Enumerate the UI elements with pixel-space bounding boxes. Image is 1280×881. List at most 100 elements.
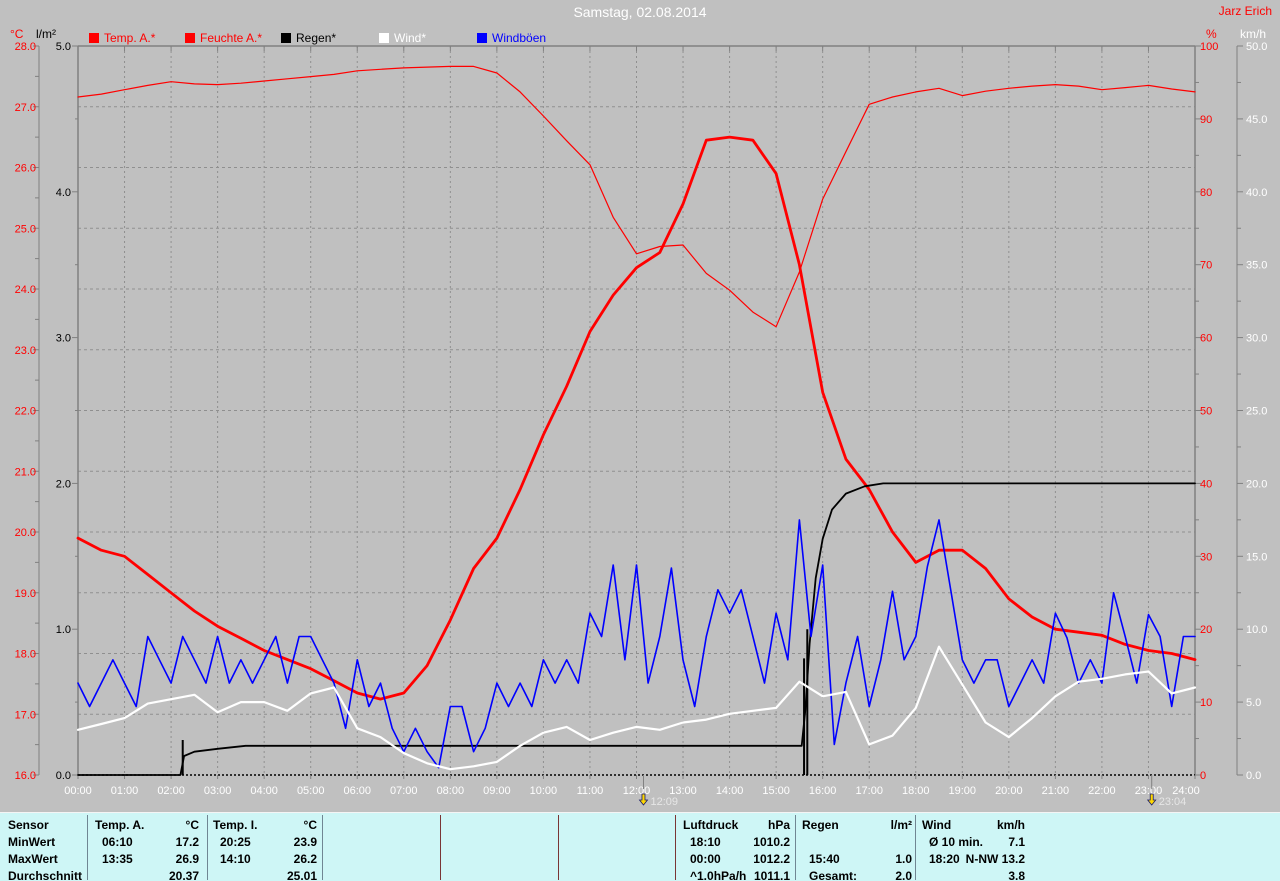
- legend-label: Wind*: [394, 31, 427, 45]
- stats-value-number: 1012.2: [753, 852, 790, 866]
- x-axis-label: 02:00: [157, 785, 185, 797]
- humidity-axis-label: 0: [1200, 770, 1206, 782]
- stats-row-label: Durchschnitt: [8, 869, 83, 881]
- humidity-axis-label: 80: [1200, 187, 1212, 199]
- wind-axis-unit: km/h: [1240, 27, 1267, 41]
- humidity-axis-label: 10: [1200, 697, 1212, 709]
- humidity-axis-label: 20: [1200, 624, 1212, 636]
- marker-time-label: 23:04: [1159, 796, 1187, 808]
- series-regen-kumuliert-: [77, 482, 1196, 776]
- stats-column-divider: [795, 815, 796, 880]
- x-axis-label: 19:00: [949, 785, 977, 797]
- temp-axis-label: 17.0: [15, 709, 36, 721]
- x-axis-label: 04:00: [250, 785, 278, 797]
- x-axis-label: 17:00: [855, 785, 883, 797]
- x-axis-label: 14:00: [716, 785, 744, 797]
- x-axis-label: 07:00: [390, 785, 418, 797]
- temp-axis-label: 22.0: [15, 406, 36, 418]
- legend-item-humidity: Feuchte A.*: [185, 31, 263, 45]
- stats-col-header: Luftdruck: [683, 818, 739, 832]
- series-feuchte-a-: [77, 65, 1196, 328]
- stats-column-divider: [558, 815, 559, 880]
- series-windb-en: [77, 519, 1196, 769]
- rain-axis-label: 3.0: [56, 333, 71, 345]
- stats-value-number: 26.2: [293, 852, 317, 866]
- humidity-axis-label: 30: [1200, 551, 1212, 563]
- x-axis-label: 10:00: [530, 785, 558, 797]
- wind-axis-label: 0.0: [1246, 770, 1261, 782]
- series-wind: [76, 645, 1197, 771]
- x-axis-label: 12:00: [623, 785, 651, 797]
- stats-value-number: 23.9: [293, 835, 317, 849]
- wind-axis-label: 30.0: [1246, 333, 1267, 345]
- humidity-axis-label: 40: [1200, 478, 1212, 490]
- humidity-axis-unit: %: [1206, 27, 1217, 41]
- wind-axis-label: 40.0: [1246, 187, 1267, 199]
- stats-value-number: 1010.2: [753, 835, 790, 849]
- page-title: Samstag, 02.08.2014: [573, 4, 707, 20]
- humidity-axis-label: 90: [1200, 114, 1212, 126]
- temp-axis-unit: °C: [10, 27, 24, 41]
- stats-row-label: MaxWert: [8, 852, 58, 866]
- wind-axis-label: 35.0: [1246, 260, 1267, 272]
- marker-arrow-glyph: [1146, 793, 1157, 806]
- legend-swatch-gusts: [477, 33, 487, 43]
- stats-value-number: 17.2: [175, 835, 199, 849]
- stats-value-time: 20:25: [220, 835, 251, 849]
- stats-value-number: 1.0: [895, 852, 912, 866]
- stats-value-number: 20.37: [168, 869, 199, 881]
- marker-arrow-glyph: [638, 793, 649, 806]
- temp-axis-label: 26.0: [15, 163, 36, 175]
- stats-col-header: Temp. I.: [213, 818, 258, 832]
- stats-value-time: 13:35: [102, 852, 133, 866]
- wind-axis-label: 10.0: [1246, 624, 1267, 636]
- stats-value-time: 18:10: [690, 835, 721, 849]
- legend-label: Feuchte A.*: [200, 31, 263, 45]
- legend-item-rain: Regen*: [281, 31, 336, 45]
- legend-swatch-temp: [89, 33, 99, 43]
- legend-swatch-wind: [379, 33, 389, 43]
- humidity-axis-label: 70: [1200, 260, 1212, 272]
- temp-axis-label: 19.0: [15, 588, 36, 600]
- rain-axis-label: 2.0: [56, 478, 71, 490]
- rain-axis-label: 4.0: [56, 187, 71, 199]
- stats-value-time: 06:10: [102, 835, 133, 849]
- x-axis-label: 06:00: [343, 785, 371, 797]
- stats-value-number: 7.1: [1008, 835, 1025, 849]
- stats-column-divider: [915, 815, 916, 880]
- x-axis-label: 21:00: [1042, 785, 1070, 797]
- stats-column-divider: [675, 815, 676, 880]
- stats-table: Sensor MinWert MaxWert Durchschnitt Temp. A.…: [0, 812, 1280, 881]
- temp-axis-label: 25.0: [15, 223, 36, 235]
- humidity-axis-label: 100: [1200, 41, 1218, 53]
- x-axis-label: 23:00: [1135, 785, 1163, 797]
- x-axis-label: 09:00: [483, 785, 511, 797]
- series-temp-a-: [76, 135, 1197, 701]
- marker-time-label: 12:09: [650, 796, 678, 808]
- temp-axis-label: 27.0: [15, 102, 36, 114]
- stats-col-header: Temp. A.: [95, 818, 145, 832]
- stats-col-unit: °C: [185, 818, 199, 832]
- wind-axis-label: 20.0: [1246, 478, 1267, 490]
- rain-axis-unit: l/m²: [36, 27, 56, 41]
- x-axis-label: 18:00: [902, 785, 930, 797]
- stats-value-number: 26.9: [175, 852, 199, 866]
- stats-value-number: 3.8: [1008, 869, 1025, 881]
- stats-value-number: 1011.1: [753, 869, 790, 881]
- stats-value-number: 2.0: [895, 869, 912, 881]
- stats-value-time: 14:10: [220, 852, 251, 866]
- marker-arrow-icon: [1146, 793, 1157, 806]
- stats-column-divider: [440, 815, 441, 880]
- stats-value-time: Ø 10 min.: [929, 835, 984, 849]
- x-axis-label: 15:00: [762, 785, 790, 797]
- x-axis-label: 22:00: [1088, 785, 1116, 797]
- stats-value-number: N-NW 13.2: [965, 852, 1025, 866]
- stats-value-time: 15:40: [809, 852, 840, 866]
- temp-axis-label: 24.0: [15, 284, 36, 296]
- legend-item-temp: Temp. A.*: [89, 31, 155, 45]
- legend-swatch-rain: [281, 33, 291, 43]
- stats-value-number: 25.01: [286, 869, 317, 881]
- marker-arrow-icon: [638, 793, 649, 806]
- rain-axis-label: 0.0: [56, 770, 71, 782]
- x-axis-label: 13:00: [669, 785, 697, 797]
